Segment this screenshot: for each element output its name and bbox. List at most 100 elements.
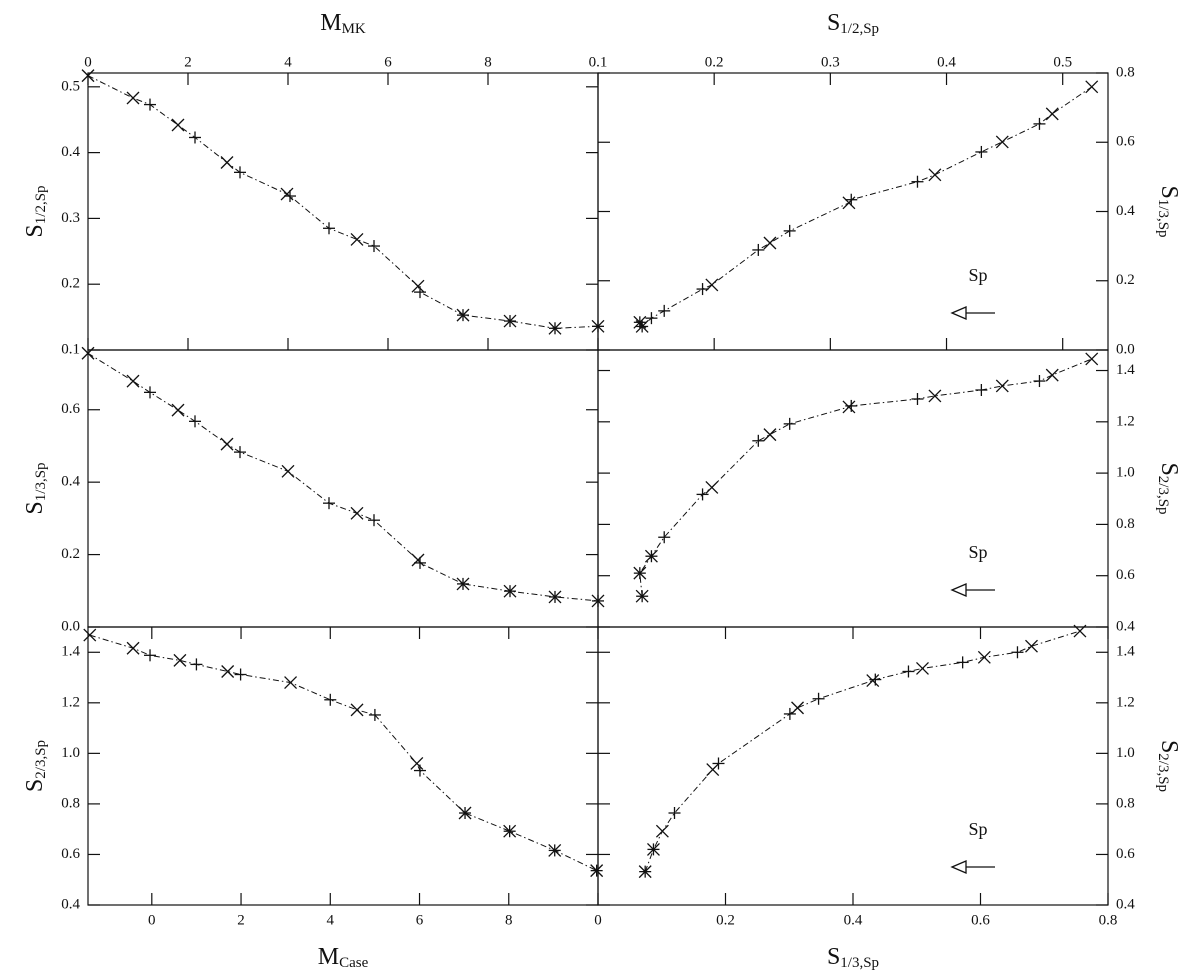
x-tick-label: 0 [594,912,602,928]
data-point [928,389,942,403]
marker-stroke [1025,639,1038,653]
x-tick-label: 4 [284,54,292,70]
marker-stroke [350,233,364,246]
data-point [323,222,335,235]
y-tick-label: 0.0 [61,618,80,634]
arrow-head [950,860,967,874]
data-point [638,865,652,879]
x-axis-label: S1/3,Sp [827,944,879,972]
y-tick-label: 0.3 [61,210,80,226]
data-point [368,240,380,253]
data-point [1025,639,1038,653]
data-point [83,628,97,642]
marker-stroke [1045,107,1059,121]
panel-frame [87,626,599,906]
data-point [234,668,247,681]
data-point [81,346,95,360]
data-point [126,91,140,105]
marker-stroke [126,374,140,388]
data-point [144,98,156,111]
data-point [280,187,294,201]
y-axis-label-main: S [22,501,48,514]
y-tick-label: 0.2 [61,276,80,292]
data-point [783,417,796,430]
data-point [173,653,187,667]
x-tick-label: 6 [416,912,424,928]
data-point [842,400,856,414]
data-point [189,131,201,144]
data-point [220,437,234,451]
data-point [411,553,425,567]
marker-stroke [1085,80,1099,94]
y-tick-label: 0.1 [61,341,80,357]
data-point [712,757,725,770]
data-point [548,590,562,604]
data-point [752,243,765,256]
marker-stroke [81,69,95,83]
data-line [89,634,597,872]
data-point [126,374,140,388]
y-tick-label: 1.2 [1116,694,1135,710]
y-axis-label: S2/3,Sp [22,740,50,792]
x-axis-label: MMK [320,10,366,38]
x-axis-label-sub: 1/3,Sp [840,955,879,971]
data-point [635,319,649,333]
y-tick-label: 0.6 [1116,567,1135,583]
data-point [928,168,942,182]
data-point [977,650,991,664]
x-tick-label: 8 [505,912,513,928]
data-point [706,763,720,776]
data-point [866,674,880,688]
data-point [752,434,765,447]
y-tick-label: 0.4 [1116,896,1135,912]
data-point [456,308,470,322]
data-point [590,864,604,878]
x-axis-label-main: M [320,10,341,36]
data-point [635,589,649,603]
data-point [869,673,882,686]
y-tick-label: 0.4 [61,144,80,160]
y-axis-label: S2/3,Sp [1155,462,1183,514]
y-tick-label: 1.0 [1116,745,1135,761]
y-axis-label-sub: 2/3,Sp [1155,753,1171,792]
y-axis-label-sub: 1/3,Sp [33,462,49,501]
panel-frame [597,72,1109,351]
y-axis-label-main: S [22,224,48,237]
data-point [284,676,298,690]
data-point [647,842,660,856]
data-point [1085,352,1099,366]
data-point [414,556,426,569]
y-tick-label: 0.4 [61,474,80,490]
y-tick-label: 0.6 [61,846,80,862]
data-line [644,630,1081,872]
data-line [87,75,599,329]
data-point [812,692,825,705]
marker-stroke [173,653,187,667]
marker-stroke [916,661,929,675]
data-line [87,352,599,602]
data-point [171,403,185,417]
data-point [503,314,517,328]
data-point [705,481,719,494]
data-point [705,278,719,292]
data-point [658,531,671,544]
y-axis-label: S1/3,Sp [22,462,50,514]
marker-stroke [220,437,234,451]
marker-stroke [81,346,95,360]
marker-stroke [763,236,777,250]
data-point [655,824,669,838]
x-axis-label: S1/2,Sp [827,10,879,38]
data-point [791,701,804,715]
marker-stroke [842,196,856,210]
data-point [658,304,671,317]
data-point [975,384,988,397]
x-tick-label: 0.8 [1099,912,1118,928]
data-point [1045,107,1059,121]
data-point [234,166,246,179]
x-tick-label: 0.4 [844,912,863,928]
y-tick-label: 0.4 [61,896,80,912]
y-tick-label: 0.4 [1116,618,1135,634]
data-point [668,807,681,820]
data-point [323,497,335,510]
